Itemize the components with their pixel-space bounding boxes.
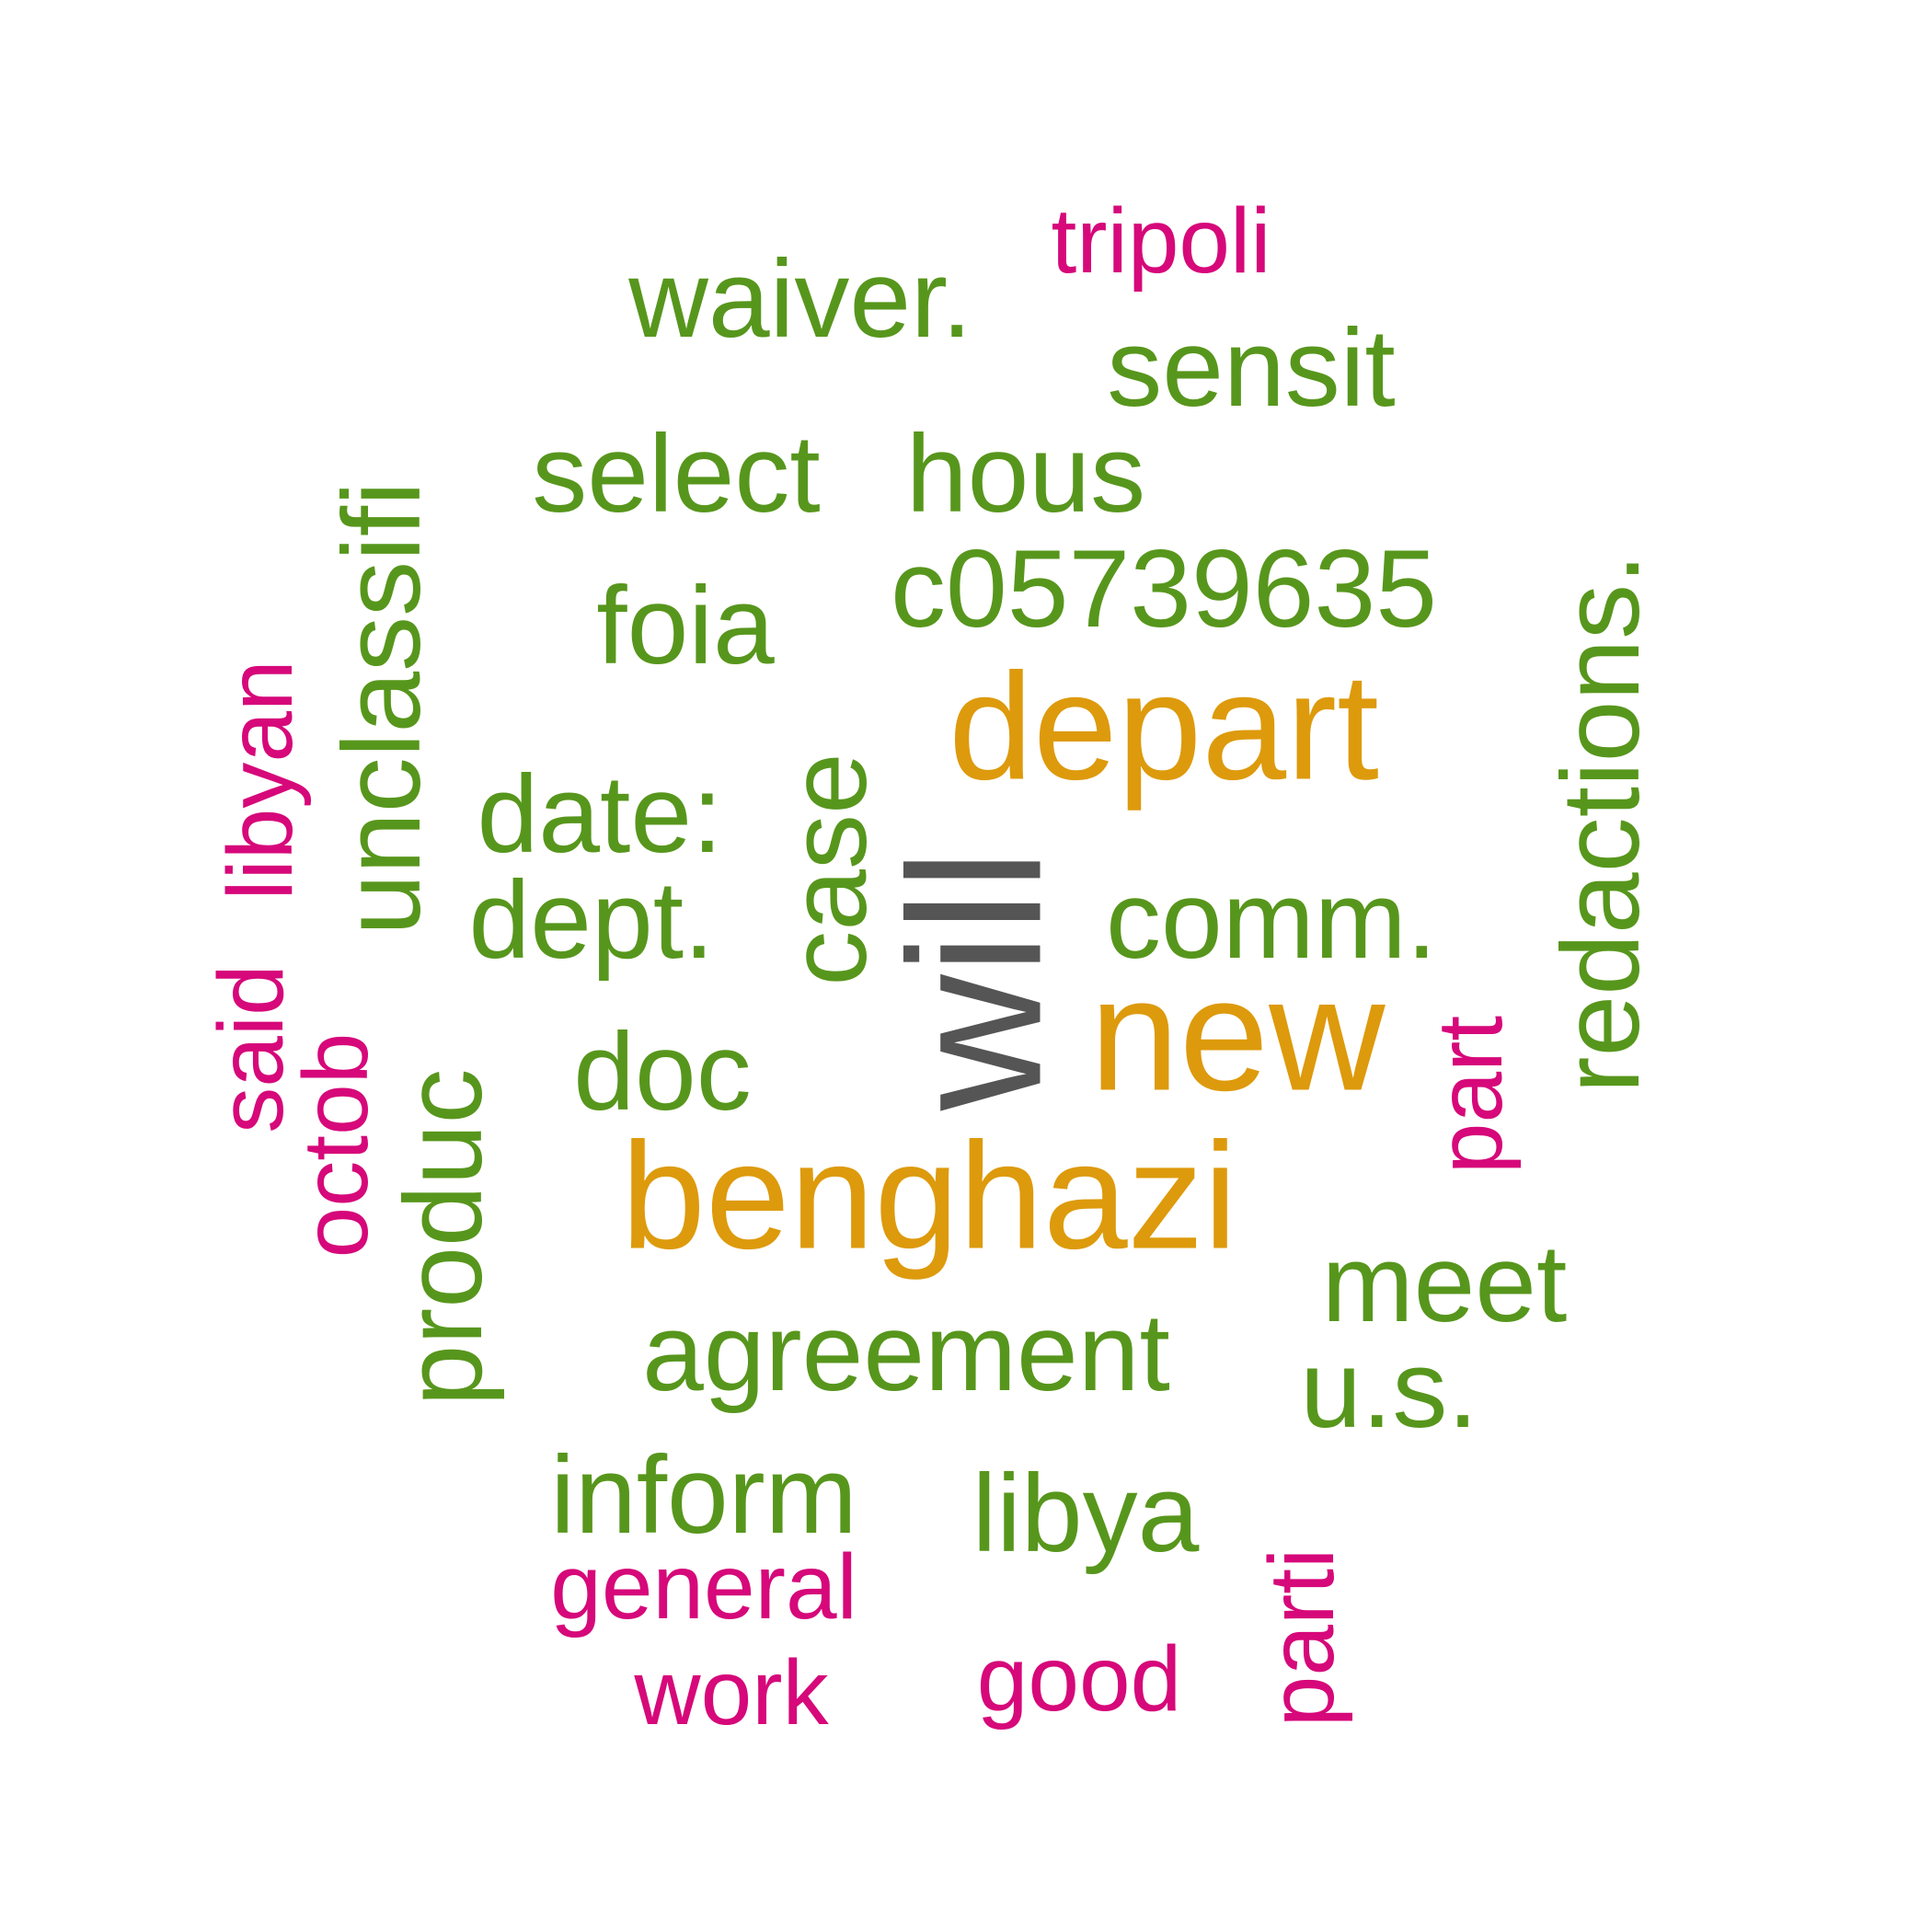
word-unclassifi: unclassifi bbox=[320, 481, 443, 936]
word-said: said bbox=[200, 964, 303, 1133]
word-tripoli: tripoli bbox=[1051, 190, 1271, 293]
word-date: date: bbox=[477, 753, 723, 876]
word-meet: meet bbox=[1321, 1222, 1568, 1345]
word-new: new bbox=[1089, 945, 1386, 1125]
word-dept: dept. bbox=[468, 858, 715, 982]
word-doc: doc bbox=[573, 1010, 752, 1133]
word-part: part bbox=[1419, 1015, 1522, 1175]
word-will: will bbox=[869, 848, 1081, 1111]
word-comm: comm. bbox=[1106, 858, 1437, 982]
word-us: u.s. bbox=[1300, 1328, 1478, 1451]
word-libya: libya bbox=[972, 1452, 1200, 1575]
word-redactions: redactions. bbox=[1539, 553, 1662, 1094]
word-work: work bbox=[634, 1641, 829, 1744]
word-hous: hous bbox=[905, 412, 1146, 535]
word-parti: parti bbox=[1250, 1547, 1353, 1728]
word-octob: octob bbox=[284, 1032, 387, 1259]
word-benghazi: benghazi bbox=[621, 1110, 1237, 1281]
word-inform: inform bbox=[550, 1433, 857, 1557]
word-good: good bbox=[976, 1627, 1182, 1731]
word-sensit: sensit bbox=[1107, 306, 1396, 430]
word-select: select bbox=[532, 412, 821, 535]
word-c05739635: c05739635 bbox=[891, 527, 1437, 650]
word-general: general bbox=[550, 1535, 857, 1639]
word-waiver: waiver. bbox=[628, 237, 972, 361]
word-foia: foia bbox=[596, 564, 775, 687]
word-case: case bbox=[766, 753, 890, 986]
word-libyan: libyan bbox=[209, 660, 312, 901]
word-depart: depart bbox=[949, 641, 1379, 811]
word-produc: produc bbox=[382, 1068, 505, 1407]
word-agreement: agreement bbox=[642, 1291, 1170, 1414]
